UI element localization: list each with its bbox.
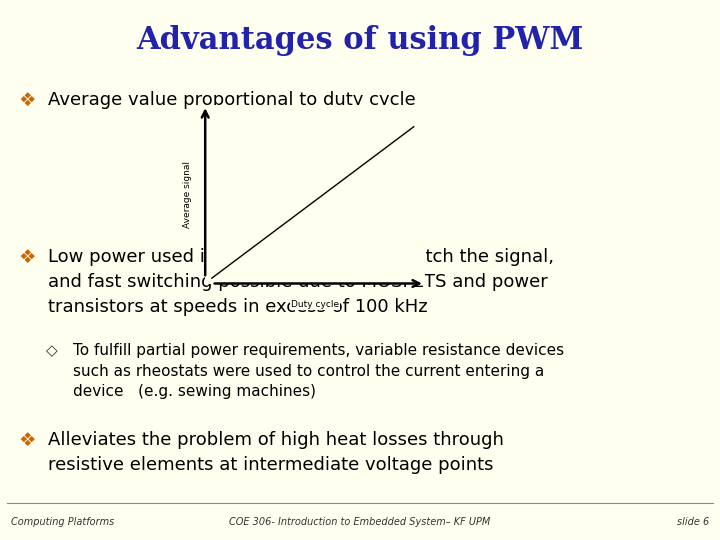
Text: Advantages of using PWM: Advantages of using PWM: [136, 25, 584, 56]
Text: To fulfill partial power requirements, variable resistance devices
such as rheos: To fulfill partial power requirements, v…: [73, 343, 564, 399]
Text: Average signal: Average signal: [183, 161, 192, 228]
Text: Duty cycle: Duty cycle: [291, 300, 339, 308]
Text: COE 306- Introduction to Embedded System– KF UPM: COE 306- Introduction to Embedded System…: [230, 517, 490, 527]
Text: Low power used in transistors used to switch the signal,
and fast switching poss: Low power used in transistors used to sw…: [48, 248, 554, 316]
Text: ❖: ❖: [18, 91, 35, 110]
Text: slide 6: slide 6: [677, 517, 709, 527]
Text: ◇: ◇: [46, 343, 58, 358]
Text: ❖: ❖: [18, 431, 35, 450]
Text: ❖: ❖: [18, 248, 35, 267]
Text: Alleviates the problem of high heat losses through
resistive elements at interme: Alleviates the problem of high heat loss…: [48, 431, 504, 475]
Text: Average value proportional to duty cycle: Average value proportional to duty cycle: [48, 91, 415, 109]
Text: Computing Platforms: Computing Platforms: [11, 517, 114, 527]
